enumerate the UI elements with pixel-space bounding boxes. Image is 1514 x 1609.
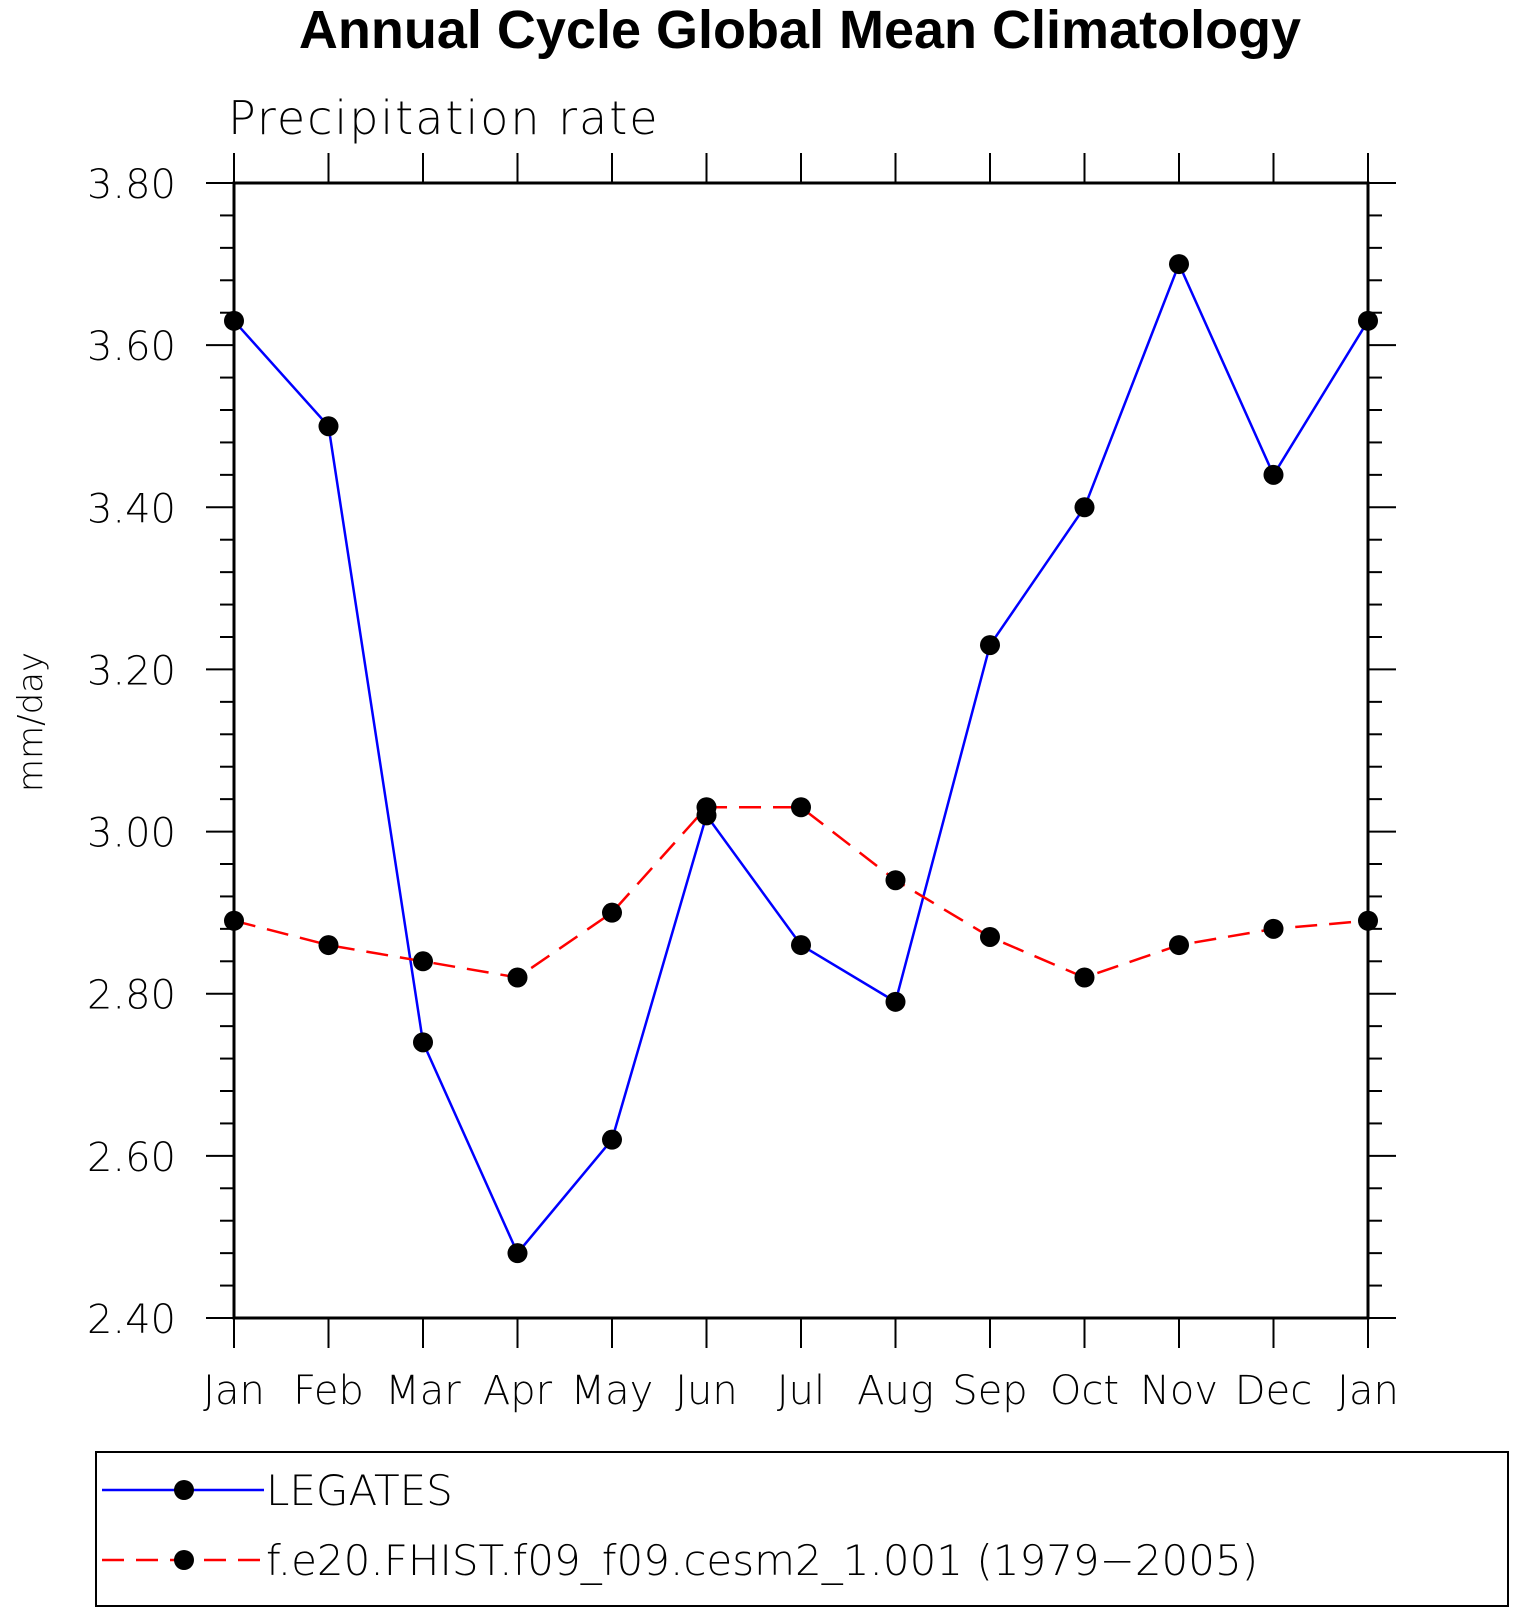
data-point-series-0 xyxy=(318,416,339,437)
data-point-series-1 xyxy=(980,926,1000,947)
x-tick-label: Apr xyxy=(483,1368,553,1414)
y-tick-label: 3.60 xyxy=(87,324,176,370)
x-tick-label: Mar xyxy=(385,1368,461,1414)
data-point-series-0 xyxy=(1263,464,1284,485)
legend-label: f.e20.FHIST.f09_f09.cesm2_1.001 (1979−20… xyxy=(266,1536,1258,1585)
data-point-series-0 xyxy=(885,991,906,1012)
data-point-series-0 xyxy=(413,1032,433,1053)
x-tick-label: Jul xyxy=(777,1368,825,1414)
legend-label: LEGATES xyxy=(266,1466,453,1515)
data-point-series-0 xyxy=(1169,254,1189,275)
legend-entry-legates: LEGATES xyxy=(102,1466,453,1515)
legend: LEGATES f.e20.FHIST.f09_f09.cesm2_1.001 … xyxy=(95,1451,1509,1607)
x-tick-label: Sep xyxy=(952,1368,1027,1414)
legend-box xyxy=(95,1451,1509,1607)
x-tick-label: Nov xyxy=(1140,1368,1218,1414)
data-point-series-0 xyxy=(602,1129,622,1150)
x-tick-label: Oct xyxy=(1050,1368,1119,1414)
legend-marker xyxy=(174,1550,194,1570)
y-tick-label: 3.20 xyxy=(87,648,176,694)
plot-frame xyxy=(232,181,1370,1320)
x-tick-label: Feb xyxy=(293,1368,364,1414)
data-point-series-0 xyxy=(507,1243,528,1264)
x-tick-label: Jan xyxy=(203,1368,265,1414)
data-point-series-1 xyxy=(1263,918,1284,939)
y-axis-label: mm/day xyxy=(11,652,51,792)
legend-marker xyxy=(174,1480,194,1500)
data-point-series-0 xyxy=(224,310,244,331)
data-point-series-0 xyxy=(980,635,1000,656)
data-point-series-1 xyxy=(696,797,717,818)
y-tick-label: 2.60 xyxy=(87,1135,176,1181)
legend-entry-cesm2: f.e20.FHIST.f09_f09.cesm2_1.001 (1979−20… xyxy=(102,1536,1258,1585)
data-point-series-1 xyxy=(885,870,906,891)
data-point-series-1 xyxy=(1169,935,1189,956)
y-tick-label: 3.00 xyxy=(87,811,176,857)
axes xyxy=(206,153,1396,1348)
chart-subtitle: Precipitation rate xyxy=(228,91,660,145)
data-point-series-1 xyxy=(224,910,244,931)
data-point-series-0 xyxy=(1358,310,1378,331)
data-point-series-1 xyxy=(1074,967,1095,988)
x-tick-label: Dec xyxy=(1235,1368,1312,1414)
x-tick-label: Jan xyxy=(1337,1368,1399,1414)
data-point-series-0 xyxy=(791,935,811,956)
data-point-series-1 xyxy=(791,797,811,818)
plot-series xyxy=(224,254,1378,1264)
data-point-series-1 xyxy=(318,935,339,956)
data-point-series-1 xyxy=(602,902,622,923)
y-tick-label: 3.40 xyxy=(87,486,176,532)
x-tick-label: Jun xyxy=(675,1368,738,1414)
y-tick-label: 2.80 xyxy=(87,973,176,1019)
x-tick-labels: Jan Feb Mar Apr May Jun Jul Aug Sep Oct Nov Dec Jan xyxy=(203,1368,1399,1414)
data-point-series-1 xyxy=(413,951,433,972)
x-tick-label: May xyxy=(571,1368,654,1414)
y-tick-label: 3.80 xyxy=(87,162,176,208)
series-line-0 xyxy=(233,260,1370,1256)
data-point-series-1 xyxy=(507,967,528,988)
chart-title: Annual Cycle Global Mean Climatology xyxy=(299,0,1301,60)
y-tick-labels: 2.40 2.60 2.80 3.00 3.20 3.40 3.60 3.80 xyxy=(87,162,176,1343)
x-tick-label: Aug xyxy=(857,1368,934,1414)
y-tick-label: 2.40 xyxy=(87,1297,176,1343)
data-point-series-0 xyxy=(1074,497,1095,518)
data-point-series-1 xyxy=(1358,910,1378,931)
